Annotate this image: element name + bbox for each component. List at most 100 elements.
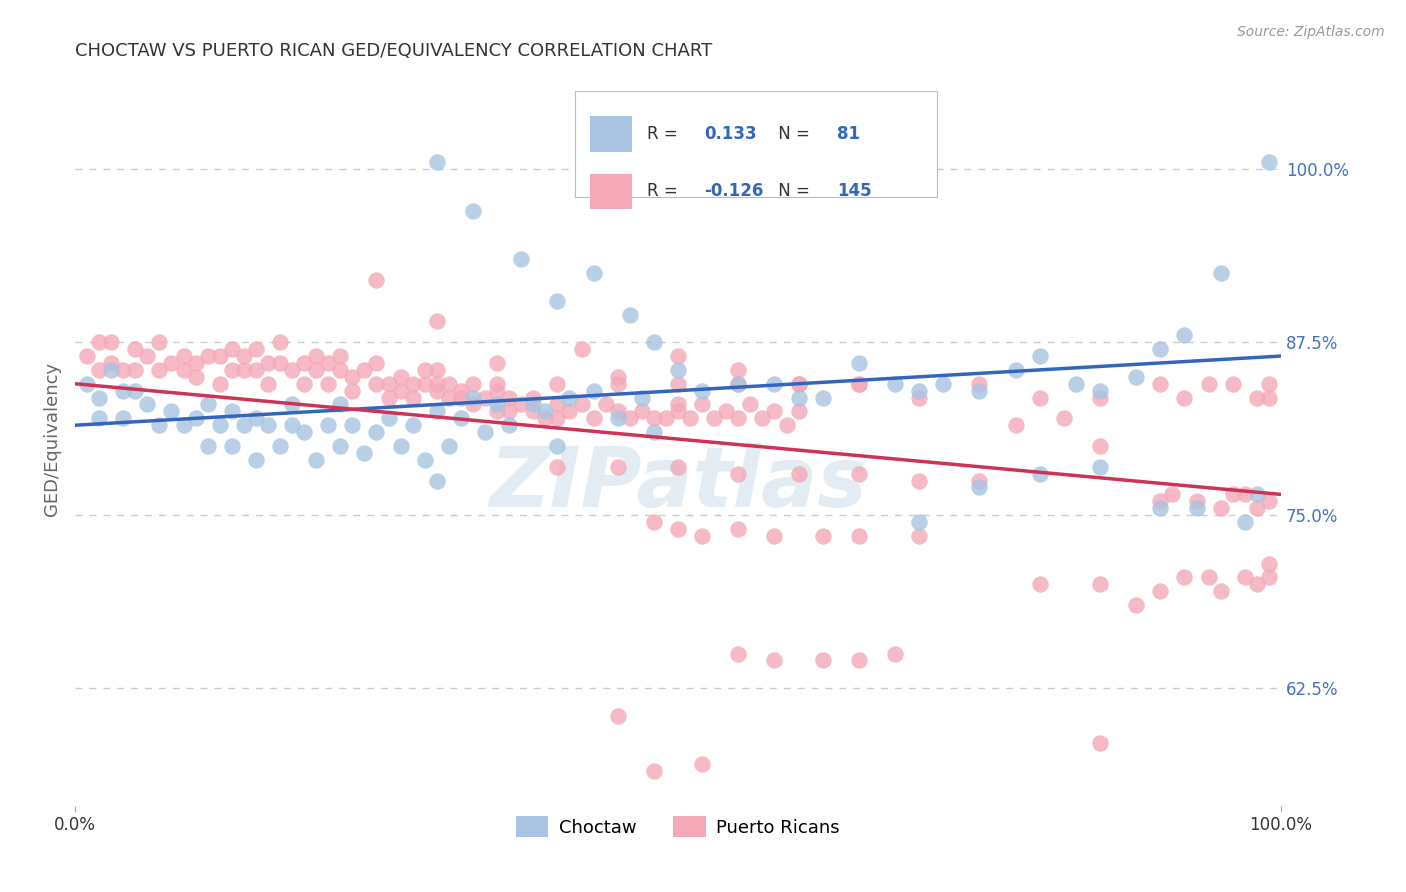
Point: [413, 376, 436, 391]
Point: [1173, 391, 1195, 405]
Point: [100, 335, 122, 350]
Point: [969, 376, 991, 391]
Point: [1088, 391, 1111, 405]
Point: [582, 411, 605, 425]
Point: [1004, 363, 1026, 377]
Point: [630, 391, 652, 405]
Point: [775, 418, 797, 433]
Point: [1246, 577, 1268, 591]
Point: [366, 376, 388, 391]
Point: [1149, 342, 1171, 356]
Point: [1185, 501, 1208, 516]
Point: [461, 376, 484, 391]
Point: [643, 764, 665, 778]
Point: [1004, 418, 1026, 433]
Point: [426, 384, 449, 398]
Point: [245, 452, 267, 467]
Point: [666, 522, 689, 536]
Point: [89, 335, 111, 350]
Point: [740, 397, 762, 411]
Point: [281, 363, 304, 377]
Point: [1064, 376, 1087, 391]
Point: [342, 369, 364, 384]
Point: [486, 376, 509, 391]
Point: [727, 522, 749, 536]
Point: [221, 439, 243, 453]
Point: [461, 203, 484, 218]
Point: [908, 474, 931, 488]
Point: [546, 411, 568, 425]
Point: [269, 356, 291, 370]
Point: [1088, 736, 1111, 750]
Point: [232, 349, 254, 363]
Point: [89, 363, 111, 377]
Text: CHOCTAW VS PUERTO RICAN GED/EQUIVALENCY CORRELATION CHART: CHOCTAW VS PUERTO RICAN GED/EQUIVALENCY …: [75, 42, 713, 60]
Point: [727, 376, 749, 391]
Point: [666, 363, 689, 377]
Point: [727, 467, 749, 481]
Point: [232, 363, 254, 377]
Point: [450, 411, 472, 425]
Point: [366, 356, 388, 370]
Point: [630, 404, 652, 418]
Point: [269, 335, 291, 350]
Point: [763, 404, 786, 418]
Text: 0.133: 0.133: [704, 125, 758, 143]
Point: [690, 397, 713, 411]
Point: [787, 404, 810, 418]
Point: [1149, 494, 1171, 508]
Point: [426, 314, 449, 328]
Point: [1257, 494, 1279, 508]
Point: [100, 356, 122, 370]
Point: [787, 391, 810, 405]
Point: [89, 391, 111, 405]
Point: [727, 647, 749, 661]
Point: [727, 376, 749, 391]
Point: [136, 397, 159, 411]
Point: [1209, 501, 1232, 516]
Point: [160, 356, 183, 370]
Point: [474, 391, 496, 405]
Text: -0.126: -0.126: [704, 182, 763, 200]
Text: R =: R =: [647, 182, 683, 200]
Point: [787, 376, 810, 391]
Point: [281, 397, 304, 411]
Point: [763, 653, 786, 667]
Point: [402, 391, 425, 405]
Point: [546, 459, 568, 474]
Text: 145: 145: [837, 182, 872, 200]
Point: [787, 376, 810, 391]
Point: [498, 418, 520, 433]
Point: [197, 397, 219, 411]
Point: [1222, 487, 1244, 501]
Point: [148, 363, 170, 377]
Point: [848, 467, 870, 481]
Point: [1257, 391, 1279, 405]
Point: [184, 356, 207, 370]
Point: [474, 425, 496, 439]
Point: [184, 369, 207, 384]
Point: [389, 384, 412, 398]
Point: [160, 404, 183, 418]
Y-axis label: GED/Equivalency: GED/Equivalency: [44, 362, 60, 516]
Point: [1198, 376, 1220, 391]
Point: [1173, 328, 1195, 343]
Point: [377, 391, 399, 405]
Point: [389, 439, 412, 453]
Point: [908, 515, 931, 529]
Point: [437, 439, 460, 453]
Point: [208, 418, 231, 433]
Point: [316, 418, 339, 433]
Point: [257, 356, 280, 370]
Point: [643, 515, 665, 529]
Point: [546, 397, 568, 411]
Point: [76, 349, 98, 363]
Point: [173, 418, 195, 433]
Point: [908, 384, 931, 398]
FancyBboxPatch shape: [591, 117, 633, 152]
Point: [932, 376, 955, 391]
Point: [486, 384, 509, 398]
Point: [124, 363, 146, 377]
Text: R =: R =: [647, 125, 683, 143]
Point: [1257, 376, 1279, 391]
